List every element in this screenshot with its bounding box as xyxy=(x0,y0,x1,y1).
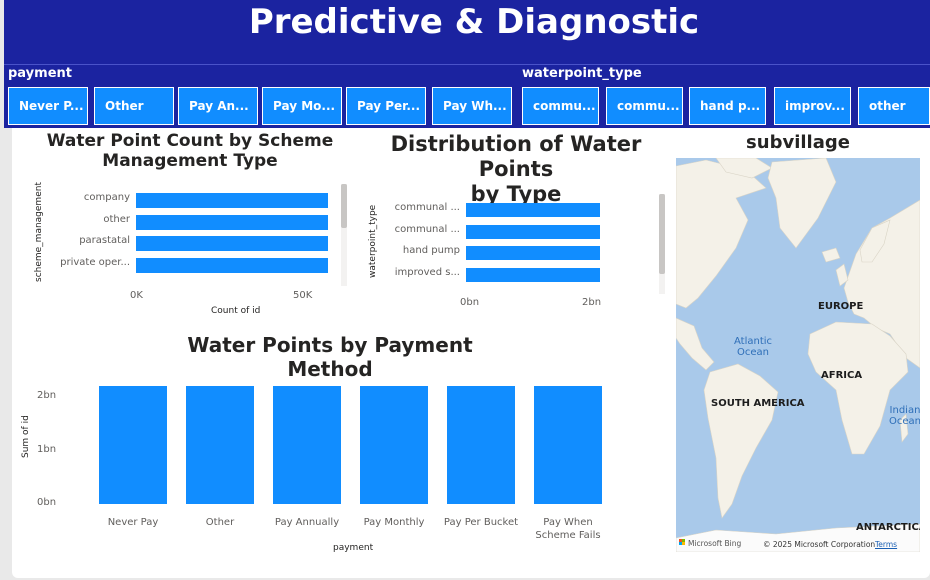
map-terms-link[interactable]: Terms xyxy=(875,540,898,549)
waterpoint-chart-title-line: by Type xyxy=(470,181,562,206)
scheme-chart-title-line: Management Type xyxy=(102,151,278,172)
payment-slicer-option[interactable]: Pay Mo... xyxy=(262,87,342,125)
waterpoint-type-slicer-option[interactable]: commu... xyxy=(522,87,599,125)
payment-chart-bar[interactable] xyxy=(447,386,515,504)
payment-chart-category-label: Never Pay xyxy=(107,517,159,528)
map-label-indian-ocean: Indian Ocean xyxy=(889,405,920,427)
waterpoint-type-slicer-option[interactable]: hand p... xyxy=(689,87,766,125)
c1-x-tick: 50K xyxy=(293,290,313,301)
map-label-south-america: SOUTH AMERICA xyxy=(711,398,805,409)
c1-category-label: private oper... xyxy=(60,256,130,268)
payment-slicer-option[interactable]: Pay Wh... xyxy=(432,87,512,125)
scheme-chart-title-line: Water Point Count by Scheme xyxy=(46,131,334,151)
c1-bar[interactable] xyxy=(136,257,329,273)
map-copyright: © 2025 Microsoft Corporation xyxy=(763,540,876,549)
world-map-graphic xyxy=(676,158,920,552)
payment-slicer-option[interactable]: Pay Per... xyxy=(346,87,426,125)
payment-chart-bar[interactable] xyxy=(99,386,167,504)
c2-x-tick: 2bn xyxy=(582,297,602,308)
payment-chart-category-label: Pay When Scheme Fails xyxy=(535,517,601,541)
scheme-chart-scrollbar[interactable] xyxy=(341,184,347,228)
payment-chart-bar[interactable] xyxy=(360,386,428,504)
payment-slicer-option[interactable]: Pay An... xyxy=(178,87,258,125)
header-divider xyxy=(4,64,930,65)
c1-bar[interactable] xyxy=(136,236,329,251)
waterpoint-chart-title-line: Distribution of Water Points xyxy=(390,132,642,181)
waterpoint-type-slicer-option[interactable]: improv... xyxy=(774,87,851,125)
waterpoint-chart-scrollbar[interactable] xyxy=(659,194,665,274)
payment-chart-category-label: Other xyxy=(205,517,235,528)
c2-category-label: improved s... xyxy=(394,266,460,278)
payment-slicer-option[interactable]: Other xyxy=(94,87,174,125)
c1-category-label: other xyxy=(103,213,130,225)
payment-chart-y-axis-title: Sum of id xyxy=(21,415,31,458)
c2-category-label: communal ... xyxy=(394,223,460,235)
map-label-antarctica: ANTARCTICA xyxy=(856,522,920,533)
payment-chart-bar[interactable] xyxy=(186,386,254,504)
waterpoint-type-slicer-label: waterpoint_type xyxy=(522,66,642,81)
c1-x-tick: 0K xyxy=(130,290,143,301)
payment-slicer-label: payment xyxy=(8,66,72,81)
payment-chart-category-label: Pay Monthly xyxy=(363,517,425,528)
c2-category-label: hand pump xyxy=(402,245,460,256)
scheme-chart-title: Water Point Count by Scheme Management T… xyxy=(40,131,340,171)
waterpoint-chart-y-axis-title: waterpoint_type xyxy=(368,204,378,278)
c2-bar[interactable] xyxy=(466,246,600,260)
microsoft-logo-icon xyxy=(679,539,685,545)
waterpoint-type-slicer-option[interactable]: commu... xyxy=(606,87,683,125)
c2-category-label: communal ... xyxy=(394,202,460,213)
map-label-atlantic-ocean: Atlantic Ocean xyxy=(734,336,773,358)
scheme-chart-x-axis-title: Count of id xyxy=(211,306,261,316)
payment-chart-bar[interactable] xyxy=(273,386,341,504)
c1-category-label: parastatal xyxy=(79,235,130,246)
payment-chart-y-tick: 2bn xyxy=(37,390,57,401)
payment-chart-bar[interactable] xyxy=(534,386,602,504)
waterpoint-chart-title: Distribution of Water Points by Type xyxy=(366,132,666,206)
c2-bar[interactable] xyxy=(466,267,600,282)
c1-category-label: company xyxy=(83,192,130,203)
subvillage-map[interactable]: EUROPE AFRICA SOUTH AMERICA ANTARCTICA A… xyxy=(676,158,920,552)
scheme-chart-scroll-track[interactable] xyxy=(341,184,347,286)
c2-bar[interactable] xyxy=(466,224,600,239)
report-header: Predictive & Diagnostic payment Never P.… xyxy=(4,0,930,128)
c2-bar[interactable] xyxy=(466,203,600,217)
c2-x-tick: 0bn xyxy=(460,297,480,308)
payment-chart-category-label: Pay Per Bucket xyxy=(443,517,519,528)
scheme-chart-y-axis-title: scheme_management xyxy=(34,182,44,282)
page-title: Predictive & Diagnostic xyxy=(248,2,700,42)
payment-chart-category-label: Pay Annually xyxy=(274,517,340,528)
payment-chart-y-tick: 0bn xyxy=(37,497,57,508)
c1-bar[interactable] xyxy=(136,193,329,208)
waterpoint-type-slicer-option[interactable]: other xyxy=(858,87,930,125)
payment-chart-title: Water Points by Payment Method xyxy=(187,333,473,381)
payment-chart-x-axis-title: payment xyxy=(333,543,374,553)
map-brand: Microsoft Bing xyxy=(688,539,742,548)
map-title: subvillage xyxy=(746,132,850,153)
payment-slicer-option[interactable]: Never P... xyxy=(8,87,88,125)
map-label-africa: AFRICA xyxy=(821,370,863,381)
payment-chart-y-tick: 1bn xyxy=(37,444,57,455)
map-label-europe: EUROPE xyxy=(818,301,864,312)
c1-bar[interactable] xyxy=(136,214,329,230)
map-attribution: Microsoft Bing © 2025 Microsoft Corporat… xyxy=(676,536,920,552)
